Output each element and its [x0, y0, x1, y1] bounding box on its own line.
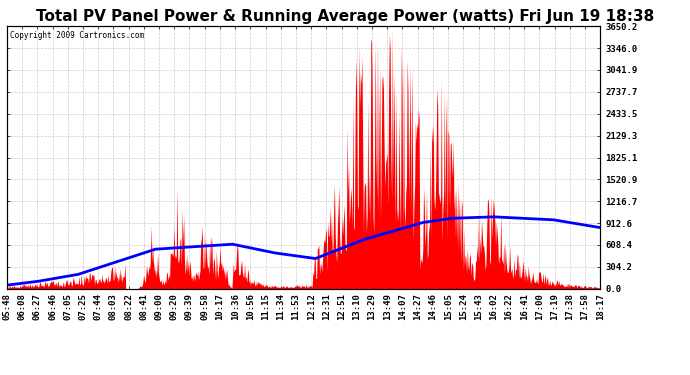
Text: Copyright 2009 Cartronics.com: Copyright 2009 Cartronics.com	[10, 32, 144, 40]
Text: Total PV Panel Power & Running Average Power (watts) Fri Jun 19 18:38: Total PV Panel Power & Running Average P…	[36, 9, 654, 24]
